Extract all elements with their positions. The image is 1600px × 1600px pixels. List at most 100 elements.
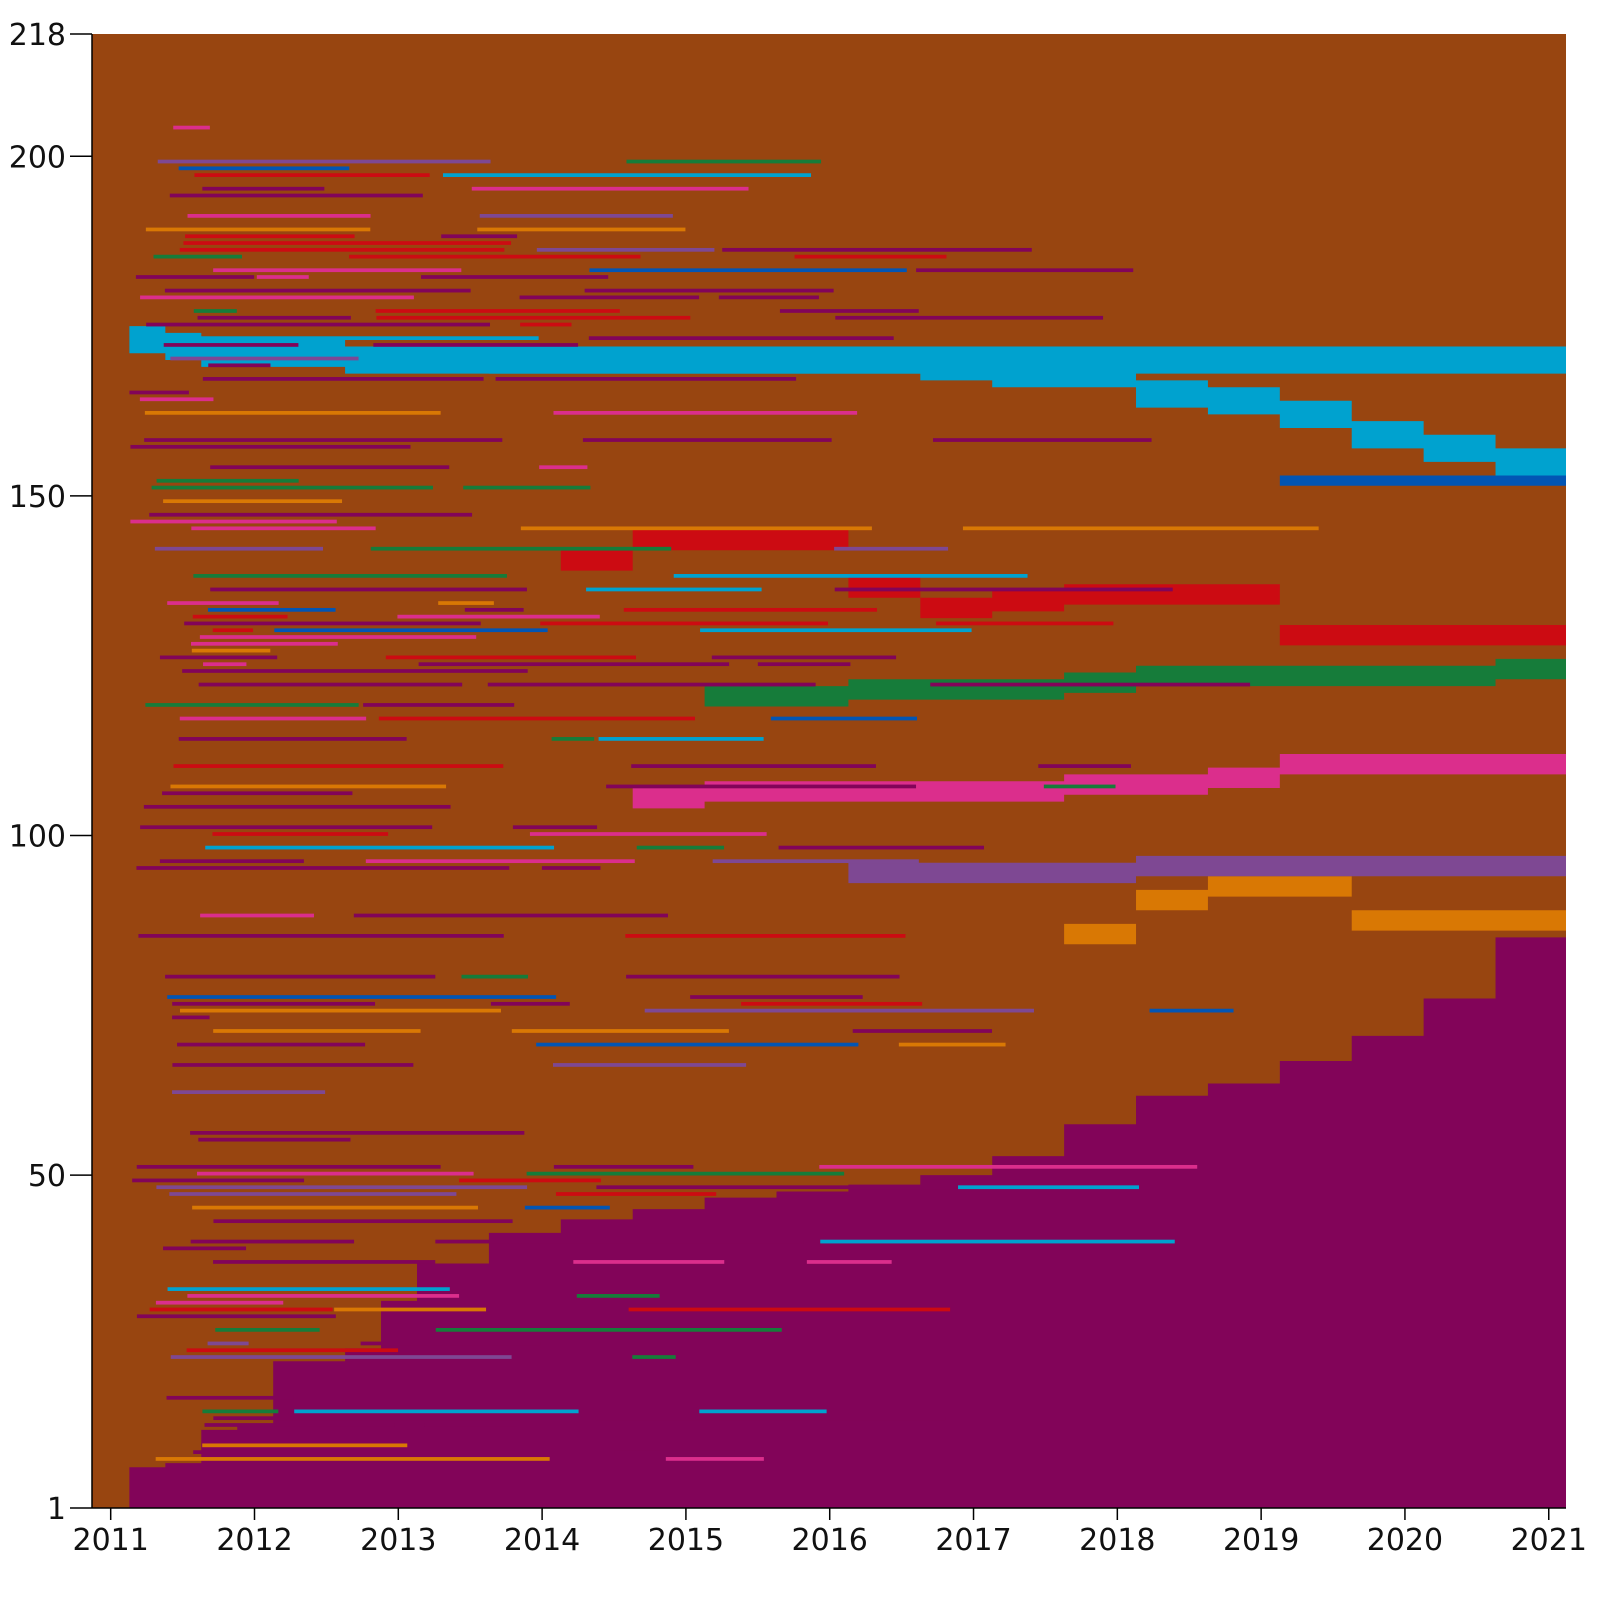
stripe-mark	[479, 214, 673, 218]
stripe-mark	[397, 614, 600, 619]
stripe-mark	[274, 628, 548, 633]
stripe-mark	[173, 125, 210, 130]
stripe-mark	[146, 322, 491, 327]
stripe-mark	[835, 315, 1104, 320]
stripe-mark	[143, 804, 451, 809]
stripe-mark	[208, 363, 271, 368]
x-ticks: 2011 2012 2013 2014 2015 2016 2017 2018 2019 2020…	[73, 1508, 1587, 1558]
stripe-mark	[179, 1008, 501, 1013]
stripe-mark	[205, 845, 555, 850]
stripe-mark	[541, 866, 601, 870]
stripe-mark	[360, 1341, 541, 1346]
stripe-mark	[183, 241, 512, 245]
stripe-mark	[595, 1416, 946, 1421]
x-tick-label: 2018	[1079, 1523, 1155, 1558]
stripe-mark	[130, 519, 337, 524]
stripe-mark	[794, 254, 947, 259]
stripe-mark	[155, 1457, 550, 1461]
stripe-mark	[172, 1015, 210, 1020]
stripe-mark	[722, 247, 1032, 252]
stripe-mark	[144, 410, 441, 415]
stripe-mark	[614, 1450, 735, 1454]
stripe-mark	[136, 866, 510, 870]
stripe-mark	[936, 621, 1114, 626]
stripe-mark	[198, 682, 463, 687]
stripe-mark	[173, 764, 504, 768]
stripe-mark	[165, 974, 436, 979]
stripe-mark	[192, 1205, 478, 1210]
stripe-mark	[524, 1205, 610, 1210]
stripe-mark	[519, 295, 700, 300]
stripe-mark	[644, 1008, 1034, 1013]
stripe-mark	[197, 1171, 474, 1176]
stripe-mark	[184, 621, 481, 626]
stripe-mark	[167, 1287, 450, 1291]
stripe-mark	[154, 546, 324, 551]
stripe-mark	[1149, 1008, 1234, 1013]
stripe-mark	[204, 1423, 395, 1427]
stripe-mark	[185, 234, 355, 239]
stripe-mark	[200, 913, 314, 918]
x-tick-label: 2020	[1367, 1523, 1443, 1558]
stripe-mark	[461, 974, 529, 979]
stripe-mark	[159, 655, 278, 660]
stripe-mark	[463, 485, 591, 490]
stripe-mark	[711, 655, 897, 660]
stripe-mark	[1043, 784, 1116, 789]
stripe-mark	[213, 268, 462, 273]
stripe-mark	[190, 1131, 525, 1135]
stripe-mark	[163, 499, 343, 504]
stripe-mark	[213, 1416, 521, 1421]
stripe-mark	[540, 621, 828, 626]
noise-layer	[129, 125, 1319, 1461]
stripe-mark	[370, 546, 672, 551]
stripe-mark	[207, 607, 336, 612]
x-tick-label: 2012	[216, 1523, 292, 1558]
stripe-mark	[191, 641, 338, 646]
stripe-mark	[363, 703, 515, 707]
stripe-mark	[588, 336, 894, 341]
stripe-mark	[930, 682, 1251, 687]
stripe-mark	[623, 607, 877, 612]
stripe-mark	[199, 635, 477, 639]
stripe-mark	[962, 526, 1319, 531]
stripe-mark	[140, 295, 414, 300]
x-tick-label: 2015	[648, 1523, 724, 1558]
stripe-mark	[770, 716, 918, 721]
stripe-mark	[144, 438, 503, 442]
stripe-mark	[169, 1192, 457, 1196]
stripe-mark	[353, 913, 668, 918]
stripe-mark	[511, 1029, 729, 1033]
stripe-mark	[385, 655, 636, 660]
stripe-mark	[529, 832, 767, 836]
stripe-mark	[898, 1042, 1006, 1047]
x-tick-label: 2019	[1223, 1523, 1299, 1558]
stripe-mark	[193, 574, 507, 578]
stripe-mark	[916, 268, 1134, 273]
stripe-mark	[757, 662, 851, 667]
x-tick-label: 2014	[504, 1523, 580, 1558]
stripe-mark	[555, 1192, 717, 1196]
stripe-mark	[820, 1239, 1175, 1244]
stripe-mark	[435, 1239, 804, 1244]
stripe-mark	[582, 438, 832, 442]
stripe-mark	[163, 1246, 247, 1251]
stripe-mark	[553, 1164, 694, 1169]
stripe-mark	[806, 1260, 892, 1264]
band-cyan	[129, 326, 1566, 374]
stripe-mark	[136, 1314, 336, 1319]
stripe-mark	[156, 478, 299, 483]
stripe-mark	[172, 1001, 376, 1006]
stripe-mark	[551, 737, 595, 741]
stripe-mark	[539, 465, 588, 470]
stripe-mark	[203, 662, 247, 667]
stripe-mark	[442, 173, 812, 177]
stripe-mark	[207, 1341, 249, 1346]
stripe-mark	[191, 526, 376, 531]
stripe-mark	[628, 1307, 951, 1312]
stripe-mark	[584, 288, 834, 293]
y-tick-label: 200	[9, 140, 66, 175]
stripe-mark	[834, 587, 1173, 592]
